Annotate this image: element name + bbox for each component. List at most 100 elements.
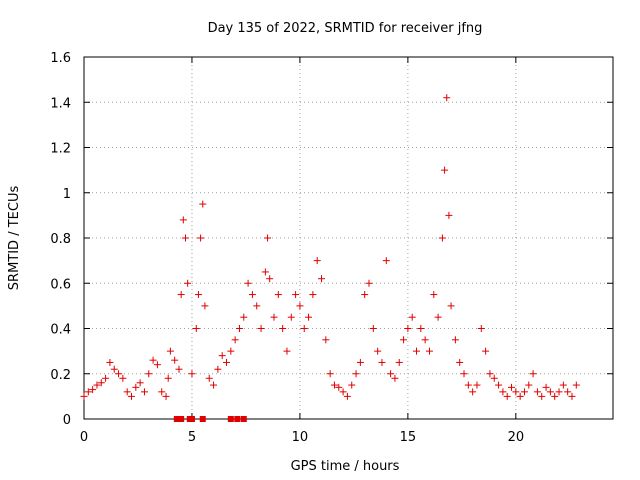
zero-data-point: [234, 416, 241, 422]
data-point: [188, 370, 196, 378]
data-point: [210, 381, 218, 389]
data-point: [175, 365, 183, 373]
data-point: [464, 381, 472, 389]
data-point: [425, 347, 433, 355]
data-point: [404, 325, 412, 332]
data-point: [482, 347, 490, 355]
data-point: [443, 94, 451, 102]
data-point: [257, 325, 265, 332]
data-point: [240, 313, 248, 321]
data-point: [382, 257, 390, 265]
data-point: [369, 325, 377, 332]
data-point: [93, 381, 101, 389]
data-point: [149, 356, 157, 364]
data-point: [279, 325, 287, 332]
data-point: [97, 379, 105, 387]
data-point: [322, 336, 330, 344]
y-tick-label: 1.6: [50, 51, 71, 66]
data-points: [80, 94, 580, 422]
data-point: [158, 388, 166, 396]
data-point: [395, 358, 403, 366]
data-point: [244, 279, 252, 287]
data-point: [421, 336, 429, 344]
data-point: [430, 291, 438, 299]
data-point: [283, 347, 291, 355]
data-point: [197, 234, 205, 242]
data-point: [214, 365, 222, 373]
data-point: [227, 347, 235, 355]
data-point: [352, 370, 360, 378]
data-point: [335, 383, 343, 391]
data-point: [110, 365, 118, 373]
data-point: [194, 291, 202, 299]
y-tick-label: 1.4: [50, 96, 71, 111]
data-point: [490, 374, 498, 382]
data-point: [374, 347, 382, 355]
data-point: [305, 313, 313, 321]
data-point: [266, 275, 274, 283]
zero-data-point: [199, 416, 206, 422]
data-point: [378, 358, 386, 366]
data-point: [136, 379, 144, 387]
data-point: [115, 370, 123, 378]
data-point: [533, 388, 541, 396]
data-point: [512, 388, 520, 396]
y-tick-label: 0.8: [50, 232, 71, 247]
y-tick-label: 0.2: [50, 368, 71, 383]
data-point: [261, 268, 269, 276]
data-point: [292, 291, 300, 299]
data-point: [119, 374, 127, 382]
data-point: [417, 325, 425, 332]
data-point: [177, 291, 185, 299]
data-point: [434, 313, 442, 321]
data-point: [365, 279, 373, 287]
data-point: [128, 392, 136, 400]
data-point: [218, 352, 226, 360]
x-tick-labels: 0 5 10 15 20: [80, 430, 524, 445]
x-tick-label: 15: [400, 430, 417, 445]
data-point: [529, 370, 537, 378]
y-axis-label: SRMTID / TECUs: [7, 186, 22, 291]
data-point: [140, 388, 148, 396]
plot-frame: [83, 56, 614, 420]
data-point: [460, 370, 468, 378]
data-point: [499, 388, 507, 396]
data-point: [231, 336, 239, 344]
data-point: [223, 358, 231, 366]
data-point: [503, 392, 511, 400]
data-point: [145, 370, 153, 378]
data-point: [495, 381, 503, 389]
data-point: [356, 358, 364, 366]
data-point: [89, 386, 97, 394]
data-point: [546, 388, 554, 396]
data-point: [171, 356, 179, 364]
data-point: [348, 381, 356, 389]
data-point: [408, 313, 416, 321]
data-point: [132, 383, 140, 391]
data-point: [516, 392, 524, 400]
grid-lines: [84, 57, 613, 419]
data-point: [538, 392, 546, 400]
x-tick-label: 10: [292, 430, 309, 445]
data-point: [313, 257, 321, 265]
data-point: [387, 370, 395, 378]
x-axis-label: GPS time / hours: [291, 459, 400, 474]
data-point: [330, 381, 338, 389]
x-tick-label: 5: [188, 430, 196, 445]
data-point: [564, 388, 572, 396]
y-tick-labels: 0 0.2 0.4 0.6 0.8 1 1.2 1.4 1.6: [50, 51, 71, 428]
data-point: [123, 388, 131, 396]
data-point: [102, 374, 110, 382]
data-point: [413, 347, 421, 355]
zero-data-point: [240, 416, 247, 422]
data-point: [300, 325, 308, 332]
data-point: [80, 392, 88, 400]
data-point: [520, 388, 528, 396]
data-point: [235, 325, 243, 332]
zero-data-point: [188, 416, 195, 422]
data-point: [456, 358, 464, 366]
data-point: [179, 216, 187, 224]
y-tick-label: 1.2: [50, 142, 71, 157]
data-point: [473, 381, 481, 389]
y-tick-label: 0: [63, 413, 71, 428]
